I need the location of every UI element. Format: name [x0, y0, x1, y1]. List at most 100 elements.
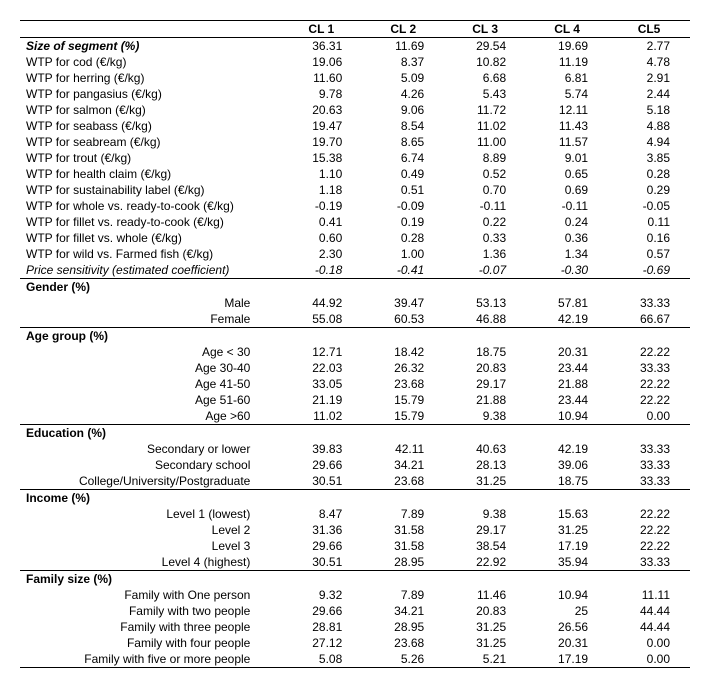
cell-value: 1.00 — [362, 246, 444, 262]
header-row: CL 1 CL 2 CL 3 CL 4 CL5 — [20, 21, 690, 38]
group-4: Family size (%)Family with One person9.3… — [20, 571, 690, 668]
cell-value: 20.63 — [280, 102, 362, 118]
row-label: Level 3 — [20, 538, 280, 554]
cell-value: 17.19 — [526, 651, 608, 668]
top-section: Size of segment (%)36.3111.6929.5419.692… — [20, 38, 690, 279]
cell-value: 8.54 — [362, 118, 444, 134]
cell-value: 10.94 — [526, 587, 608, 603]
table-row: Family with five or more people5.085.265… — [20, 651, 690, 668]
cell-value: 11.69 — [362, 38, 444, 55]
group-title: Income (%) — [20, 490, 690, 507]
cell-value: 5.18 — [608, 102, 690, 118]
cell-value: 22.22 — [608, 392, 690, 408]
cell-value: 18.75 — [526, 473, 608, 490]
table-row: Family with three people28.8128.9531.252… — [20, 619, 690, 635]
cell-value: 22.22 — [608, 522, 690, 538]
col-header: CL 3 — [444, 21, 526, 38]
cell-value: 31.36 — [280, 522, 362, 538]
cell-value: 33.33 — [608, 441, 690, 457]
cell-value: 15.38 — [280, 150, 362, 166]
cell-value: 0.51 — [362, 182, 444, 198]
cell-value: 4.26 — [362, 86, 444, 102]
cell-value: 28.95 — [362, 554, 444, 571]
row-label: Family with five or more people — [20, 651, 280, 668]
table-row: WTP for fillet vs. whole (€/kg)0.600.280… — [20, 230, 690, 246]
cell-value: -0.11 — [444, 198, 526, 214]
cell-value: 7.89 — [362, 506, 444, 522]
cell-value: 5.09 — [362, 70, 444, 86]
table-row: Age 30-4022.0326.3220.8323.4433.33 — [20, 360, 690, 376]
col-header: CL 4 — [526, 21, 608, 38]
cell-value: 18.42 — [362, 344, 444, 360]
cell-value: 26.56 — [526, 619, 608, 635]
cell-value: 11.11 — [608, 587, 690, 603]
cell-value: 7.89 — [362, 587, 444, 603]
cell-value: 22.92 — [444, 554, 526, 571]
cell-value: 30.51 — [280, 554, 362, 571]
cell-value: 0.24 — [526, 214, 608, 230]
cell-value: 31.58 — [362, 522, 444, 538]
cell-value: 26.32 — [362, 360, 444, 376]
row-label: WTP for sustainability label (€/kg) — [20, 182, 280, 198]
table-row: Level 1 (lowest)8.477.899.3815.6322.22 — [20, 506, 690, 522]
cell-value: 44.92 — [280, 295, 362, 311]
table-row: College/University/Postgraduate30.5123.6… — [20, 473, 690, 490]
table-row: Level 231.3631.5829.1731.2522.22 — [20, 522, 690, 538]
cell-value: 23.68 — [362, 376, 444, 392]
cell-value: 23.44 — [526, 360, 608, 376]
cell-value: -0.05 — [608, 198, 690, 214]
cell-value: 2.91 — [608, 70, 690, 86]
row-label: Family with two people — [20, 603, 280, 619]
table-row: WTP for seabream (€/kg)19.708.6511.0011.… — [20, 134, 690, 150]
cell-value: 0.28 — [608, 166, 690, 182]
cell-value: 0.60 — [280, 230, 362, 246]
cell-value: 1.18 — [280, 182, 362, 198]
cell-value: 57.81 — [526, 295, 608, 311]
cell-value: 8.37 — [362, 54, 444, 70]
cell-value: 11.00 — [444, 134, 526, 150]
cell-value: 0.00 — [608, 408, 690, 425]
cell-value: -0.07 — [444, 262, 526, 279]
group-title: Family size (%) — [20, 571, 690, 588]
cell-value: 34.21 — [362, 457, 444, 473]
cell-value: 18.75 — [444, 344, 526, 360]
cell-value: 8.47 — [280, 506, 362, 522]
group-title-row: Education (%) — [20, 425, 690, 442]
cell-value: 15.63 — [526, 506, 608, 522]
cell-value: 4.88 — [608, 118, 690, 134]
row-label: Size of segment (%) — [20, 38, 280, 55]
row-label: WTP for seabass (€/kg) — [20, 118, 280, 134]
cell-value: 22.22 — [608, 344, 690, 360]
cell-value: 0.65 — [526, 166, 608, 182]
group-3: Income (%)Level 1 (lowest)8.477.899.3815… — [20, 490, 690, 571]
row-label: Age >60 — [20, 408, 280, 425]
group-2: Education (%)Secondary or lower39.8342.1… — [20, 425, 690, 490]
cell-value: 28.13 — [444, 457, 526, 473]
cell-value: 29.17 — [444, 376, 526, 392]
cell-value: 33.05 — [280, 376, 362, 392]
cell-value: -0.19 — [280, 198, 362, 214]
cell-value: 11.57 — [526, 134, 608, 150]
cell-value: 28.81 — [280, 619, 362, 635]
cell-value: 31.58 — [362, 538, 444, 554]
table-row: WTP for fillet vs. ready-to-cook (€/kg)0… — [20, 214, 690, 230]
cell-value: 44.44 — [608, 603, 690, 619]
cell-value: 19.70 — [280, 134, 362, 150]
cell-value: 11.02 — [444, 118, 526, 134]
cell-value: 42.19 — [526, 441, 608, 457]
cell-value: 1.36 — [444, 246, 526, 262]
cell-value: 0.11 — [608, 214, 690, 230]
cell-value: 0.33 — [444, 230, 526, 246]
cell-value: 23.44 — [526, 392, 608, 408]
col-header: CL 2 — [362, 21, 444, 38]
cell-value: 9.06 — [362, 102, 444, 118]
cell-value: 29.66 — [280, 603, 362, 619]
cell-value: 8.89 — [444, 150, 526, 166]
cell-value: -0.09 — [362, 198, 444, 214]
row-label: WTP for wild vs. Farmed fish (€/kg) — [20, 246, 280, 262]
cell-value: 55.08 — [280, 311, 362, 328]
cell-value: 30.51 — [280, 473, 362, 490]
cell-value: 1.34 — [526, 246, 608, 262]
row-label: Female — [20, 311, 280, 328]
table-row: WTP for wild vs. Farmed fish (€/kg)2.301… — [20, 246, 690, 262]
